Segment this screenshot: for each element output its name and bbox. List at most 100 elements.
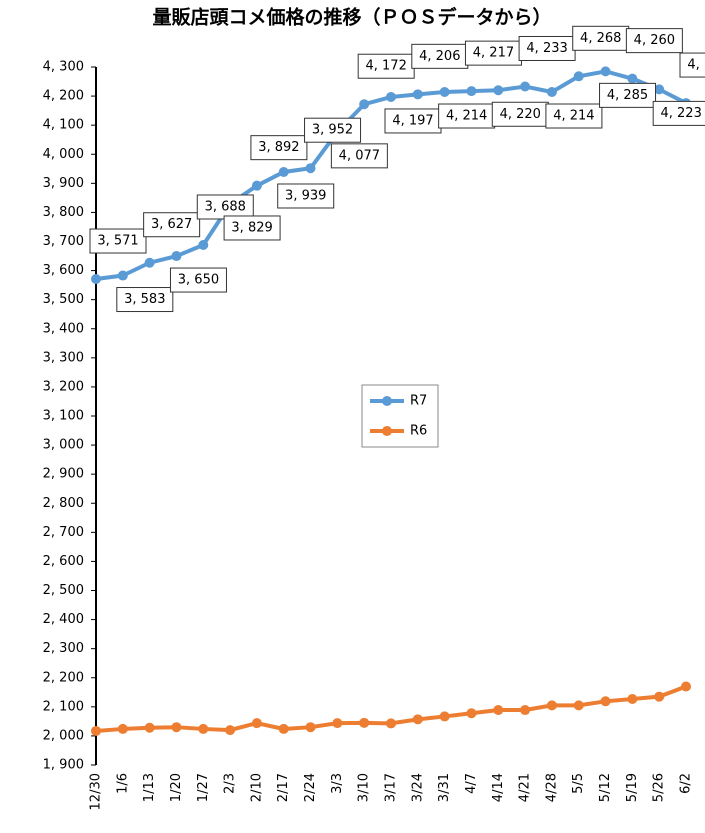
data-point — [654, 691, 665, 702]
data-point — [546, 700, 557, 711]
data-label: 3, 688 — [196, 194, 254, 220]
y-tick-label: 3, 900 — [43, 176, 84, 191]
y-tick-label: 3, 600 — [43, 263, 84, 278]
data-point — [520, 705, 531, 716]
y-tick-label: 2, 000 — [43, 728, 84, 743]
data-label: 4, 268 — [572, 25, 630, 51]
x-tick-label: 5/26 — [652, 773, 667, 802]
label-box — [411, 43, 469, 69]
x-tick-label: 5/12 — [598, 773, 613, 802]
data-label-text: 4, 214 — [446, 109, 487, 124]
x-tick-label: 1/27 — [196, 773, 211, 802]
data-label-text: 3, 627 — [151, 217, 192, 232]
data-label: 3, 627 — [143, 212, 201, 238]
x-tick-label: 3/3 — [330, 773, 345, 794]
x-tick-label: 2/3 — [223, 773, 238, 794]
y-tick-label: 3, 300 — [43, 350, 84, 365]
y-tick-label: 3, 400 — [43, 321, 84, 336]
y-tick-label: 3, 500 — [43, 292, 84, 307]
data-point — [386, 91, 396, 102]
data-point — [117, 270, 128, 281]
data-point — [520, 81, 531, 92]
x-tick-label: 2/24 — [303, 773, 318, 802]
data-label-text: 4, 206 — [419, 49, 460, 64]
data-point — [198, 723, 209, 734]
x-tick-label: 2/10 — [249, 773, 264, 802]
data-label-text: 4, 220 — [500, 107, 541, 122]
y-tick-label: 3, 000 — [43, 438, 84, 453]
data-label: 3, 829 — [223, 215, 281, 241]
data-label-text: 4, 217 — [473, 46, 514, 61]
y-tick-label: 3, 100 — [43, 409, 84, 424]
data-label-text: 4, 077 — [339, 148, 380, 163]
data-label-text: 4, 260 — [634, 33, 675, 48]
data-label: 3, 939 — [277, 183, 335, 209]
x-tick-label: 3/17 — [384, 773, 399, 802]
data-point — [305, 163, 316, 174]
label-box — [438, 103, 496, 129]
data-label: 4, 176 — [679, 52, 705, 78]
label-box — [143, 212, 201, 238]
y-tick-label: 1, 900 — [43, 758, 84, 773]
data-point — [654, 84, 665, 95]
y-tick-label: 3, 800 — [43, 205, 84, 220]
x-tick-label: 4/14 — [491, 773, 506, 802]
data-label-text: 3, 939 — [285, 188, 326, 203]
label-box — [116, 287, 174, 313]
data-point — [412, 714, 423, 725]
x-tick-label: 3/24 — [410, 773, 425, 802]
label-box — [223, 215, 281, 241]
y-tick-label: 4, 300 — [43, 60, 84, 75]
label-box — [625, 28, 683, 54]
x-tick-label: 4/21 — [518, 773, 533, 802]
data-label: 4, 077 — [330, 143, 388, 169]
y-tick-label: 2, 400 — [43, 612, 84, 627]
data-point — [198, 239, 209, 250]
x-tick-label: 3/31 — [437, 773, 452, 802]
data-label-text: 3, 571 — [97, 234, 138, 249]
y-tick-label: 2, 800 — [43, 496, 84, 511]
data-point — [144, 257, 155, 268]
x-tick-label: 5/5 — [571, 773, 586, 794]
label-box — [545, 103, 603, 129]
data-label: 3, 952 — [304, 117, 362, 143]
x-tick-label: 4/28 — [544, 773, 559, 802]
chart-title: 量販店頭コメ価格の推移（ＰＯＳデータから） — [152, 6, 551, 29]
y-tick-label: 2, 900 — [43, 467, 84, 482]
label-box — [357, 53, 415, 79]
y-tick-label: 2, 200 — [43, 670, 84, 685]
y-tick-label: 4, 100 — [43, 118, 84, 133]
data-label: 4, 172 — [357, 53, 415, 79]
data-point — [278, 166, 289, 177]
data-point — [225, 725, 236, 736]
x-tick-label: 12/30 — [89, 773, 104, 810]
y-tick-label: 3, 200 — [43, 379, 84, 394]
data-label-text: 4, 214 — [553, 109, 594, 124]
data-point — [627, 73, 638, 84]
label-box — [572, 25, 630, 51]
legend-label: R7 — [410, 394, 427, 409]
label-box — [304, 117, 362, 143]
data-label: 4, 260 — [625, 28, 683, 54]
data-point — [466, 86, 477, 97]
label-box — [277, 183, 335, 209]
data-label: 3, 650 — [169, 267, 227, 293]
data-point — [439, 711, 450, 722]
data-label: 4, 285 — [599, 82, 657, 108]
x-tick-label: 4/7 — [464, 773, 479, 794]
data-point — [91, 725, 101, 736]
y-tick-label: 4, 000 — [43, 147, 84, 162]
data-point — [573, 700, 584, 711]
data-label: 3, 583 — [116, 287, 174, 313]
data-point — [171, 722, 182, 733]
data-label-text: 4, 172 — [366, 59, 407, 74]
x-tick-label: 1/6 — [115, 773, 130, 794]
data-label: 4, 220 — [491, 101, 549, 127]
legend-box — [361, 384, 439, 448]
data-label-text: 4, 197 — [392, 113, 433, 128]
data-label-text: 3, 892 — [258, 140, 299, 155]
legend-marker — [382, 426, 392, 436]
label-box — [169, 267, 227, 293]
data-label: 4, 223 — [652, 100, 705, 126]
